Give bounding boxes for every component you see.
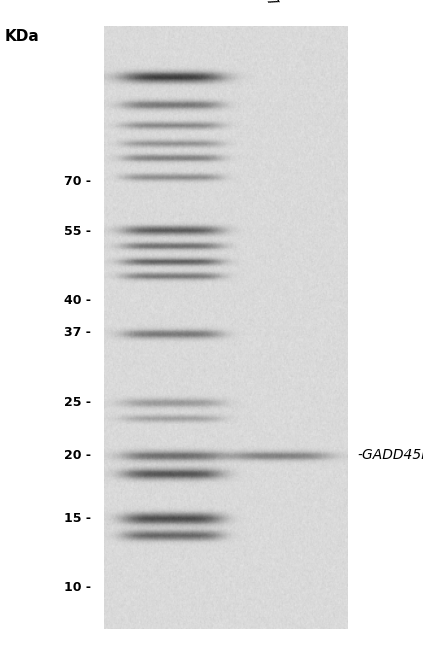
Text: 20 -: 20 -	[64, 449, 91, 462]
Text: 37 -: 37 -	[64, 326, 91, 339]
Text: 40 -: 40 -	[64, 294, 91, 307]
Text: 55 -: 55 -	[64, 225, 91, 238]
Text: 15 -: 15 -	[64, 512, 91, 525]
Text: KDa: KDa	[4, 29, 39, 45]
Text: MCF-7: MCF-7	[244, 0, 280, 10]
Text: 10 -: 10 -	[64, 582, 91, 594]
Text: 25 -: 25 -	[64, 396, 91, 409]
Text: 70 -: 70 -	[64, 175, 91, 188]
Text: -GADD45B: -GADD45B	[357, 448, 423, 462]
